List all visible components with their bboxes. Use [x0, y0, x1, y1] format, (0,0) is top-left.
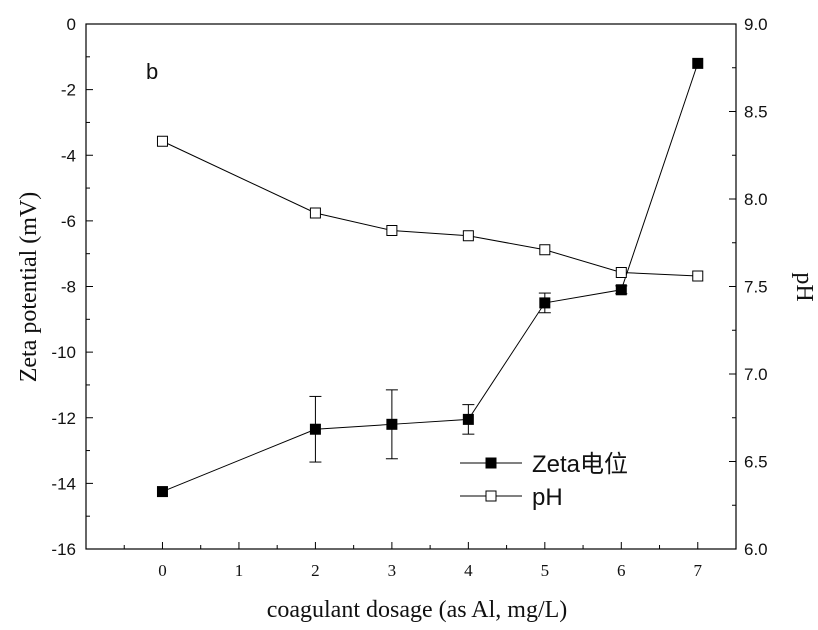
data-point-zeta — [692, 57, 704, 69]
plot-border — [85, 23, 737, 550]
x-tick-label: 4 — [464, 561, 473, 580]
data-point-ph — [386, 225, 398, 236]
data-point-zeta — [615, 284, 627, 296]
legend-marker-zeta — [485, 457, 497, 469]
legend-label-ph: pH — [532, 484, 563, 511]
data-point-ph — [539, 244, 551, 256]
y-axis-right-title: pH — [791, 272, 817, 301]
right-tick-label: 8.0 — [744, 190, 768, 209]
legend-marker-ph — [485, 490, 497, 502]
legend-label-zeta: Zeta电位 — [532, 451, 628, 478]
x-tick-label: 0 — [158, 561, 167, 580]
x-tick-label: 1 — [235, 561, 244, 580]
left-tick-label: -10 — [51, 343, 76, 362]
data-point-ph — [156, 135, 168, 147]
plot-frame — [85, 23, 737, 550]
right-tick-label: 8.5 — [744, 103, 768, 122]
left-tick-label: -2 — [61, 81, 76, 100]
right-tick-label: 7.5 — [744, 278, 768, 297]
legend: Zeta电位 pH — [460, 451, 628, 511]
data-point-ph — [615, 267, 627, 278]
series-line-ph — [162, 140, 698, 277]
data-point-ph — [462, 230, 474, 242]
left-tick-label: 0 — [67, 15, 76, 34]
right-y-axis: 6.0 6.5 7.0 7.5 8.0 8.5 9.0 — [729, 15, 768, 559]
left-tick-label: -12 — [51, 409, 76, 428]
right-tick-label: 6.5 — [744, 453, 768, 472]
data-point-zeta — [386, 418, 398, 430]
x-axis-title: coagulant dosage (as Al, mg/L) — [267, 597, 568, 623]
left-tick-label: -8 — [61, 278, 76, 297]
data-point-zeta — [462, 413, 474, 425]
right-tick-label: 9.0 — [744, 15, 768, 34]
y-axis-left-title: Zeta potential (mV) — [16, 192, 42, 383]
right-tick-label: 7.0 — [744, 365, 768, 384]
series-layer — [156, 57, 704, 498]
x-tick-label: 7 — [694, 561, 703, 580]
left-tick-label: -16 — [51, 540, 76, 559]
data-point-zeta — [309, 423, 321, 435]
left-tick-label: -6 — [61, 212, 76, 231]
left-tick-label: -14 — [51, 474, 76, 493]
data-point-zeta — [156, 486, 168, 498]
x-axis: 0 1 2 3 4 5 6 7 — [123, 542, 703, 580]
data-point-ph — [309, 207, 321, 219]
x-tick-label: 3 — [388, 561, 397, 580]
x-tick-label: 2 — [311, 561, 320, 580]
x-tick-label: 6 — [617, 561, 626, 580]
panel-label: b — [146, 59, 158, 84]
right-tick-label: 6.0 — [744, 540, 768, 559]
left-y-axis: -16 -14 -12 -10 -8 -6 -4 -2 0 — [51, 15, 93, 559]
data-point-ph — [692, 270, 704, 282]
left-tick-label: -4 — [61, 146, 76, 165]
x-tick-label: 5 — [541, 561, 550, 580]
data-point-zeta — [539, 297, 551, 309]
